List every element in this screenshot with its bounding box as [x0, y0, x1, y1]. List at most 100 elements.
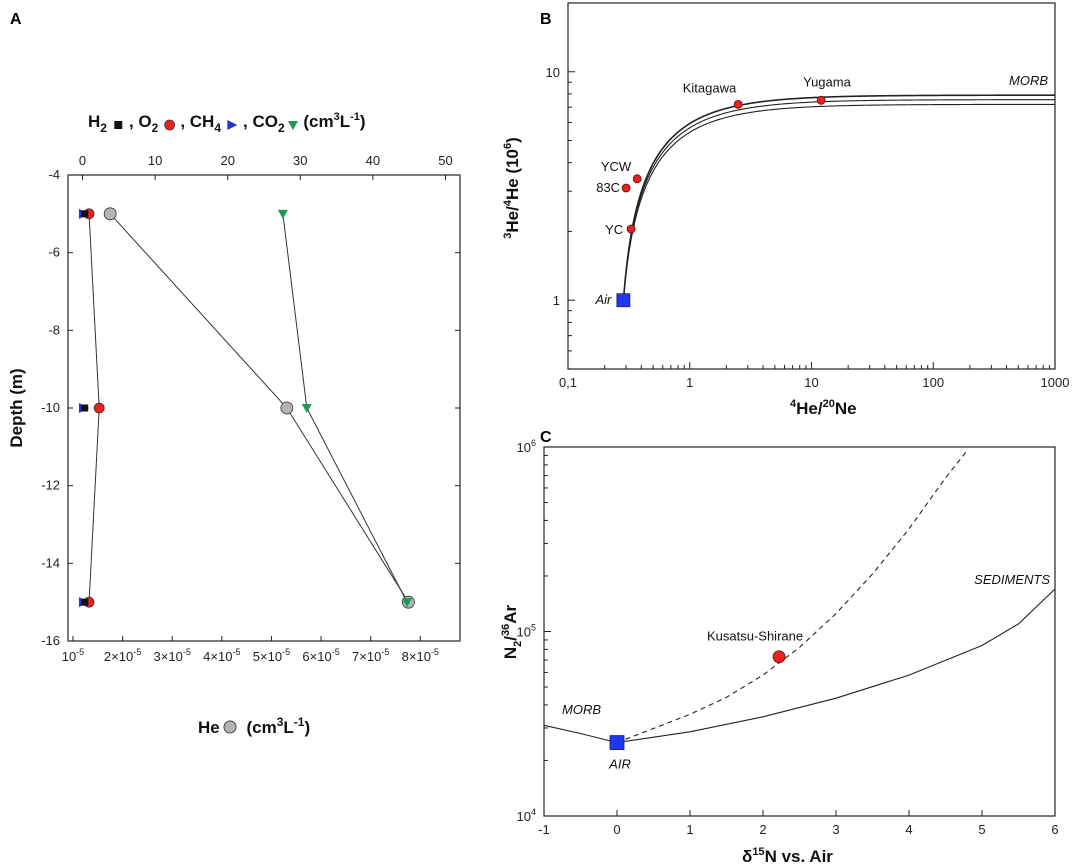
panel-a-top-tick-label: 0 — [79, 153, 86, 168]
panel-c-plot-frame — [543, 446, 1056, 817]
panel-a-plot-frame — [67, 174, 461, 642]
panel-c-x-tick-label: 1 — [686, 822, 693, 837]
panel-letter-b: B — [540, 11, 552, 28]
panel-a-top-label-sup-3: 3 — [334, 111, 340, 123]
panel-a-top-ticks: 0 10 20 30 40 50 — [79, 153, 453, 180]
panel-b-x-tick-label: 100 — [922, 375, 944, 390]
panel-b-morb-label: MORB — [1009, 73, 1048, 88]
panel-c-y-tick-label-exp: 4 — [531, 807, 536, 817]
panel-a-point-o2 — [93, 402, 105, 414]
panel-a-top-marker-h2 — [114, 121, 123, 129]
panel-b-chart: 0,1 1 10 100 1000 1 10 Air Kitagawa Yugama YCW 83C… — [502, 2, 1070, 418]
panel-a-top-tick-label: 40 — [366, 153, 380, 168]
panel-a-bottom-label-he: He — [198, 718, 220, 737]
panel-b-ylabel-close: ) — [503, 137, 522, 143]
panel-b-air-marker — [616, 293, 631, 308]
panel-c-xlabel-n-vs-air: N vs. Air — [765, 847, 834, 866]
panel-b-mixing-curve — [622, 94, 1056, 301]
panel-b-ylabel-sup-4: 4 — [502, 199, 514, 206]
panel-c-x-tick-label: 5 — [978, 822, 985, 837]
panel-a-bottom-ticks: 10-5 2×10-5 3×10-5 4×10-5 5×10-5 6×10-5 7×10-5… — [62, 636, 439, 664]
panel-a-bottom-label-close: ) — [304, 718, 310, 737]
panel-a-top-label-h: H — [88, 112, 100, 131]
panel-a-point-h2 — [81, 210, 89, 218]
panel-b-x-axis-label: 4He/20Ne — [790, 398, 857, 418]
panel-a-y-tick-label: -8 — [48, 322, 60, 337]
panel-c-point-kusatsu-shirane — [772, 650, 786, 664]
panel-b-plot-frame — [567, 2, 1056, 370]
panel-c-y-tick-label-base: 10 — [517, 809, 531, 824]
panel-b-y-axis-label: 3He/4He (106) — [502, 137, 522, 239]
panel-c-x-tick-label: -1 — [538, 822, 550, 837]
panel-b-x-tick-label: 10 — [804, 375, 818, 390]
panel-c-y-tick-label: 106 — [517, 438, 536, 455]
panel-a-y-tick-label: -14 — [41, 555, 60, 570]
panel-c-x-tick-label: 4 — [905, 822, 912, 837]
panel-a-bottom-label-sup-neg1: -1 — [294, 715, 305, 729]
panel-letter-a: A — [10, 11, 22, 28]
panel-b-ticks: 0,1 1 10 100 1000 1 10 — [546, 2, 1070, 390]
panel-b-point-label-kitagawa: Kitagawa — [683, 80, 737, 95]
panel-a-y-tick-label: -16 — [41, 633, 60, 648]
panel-letter-c: C — [540, 429, 552, 446]
panel-c-ylabel-ar: Ar — [501, 604, 520, 623]
panel-b-mixing-curve — [622, 99, 1055, 301]
panel-c-y-tick-label-base: 10 — [517, 625, 531, 640]
panel-c-points: AIR Kusatsu-Shirane — [608, 629, 803, 772]
panel-b-y-tick-label: 1 — [553, 293, 560, 308]
panel-c-y-tick-label-exp: 5 — [531, 623, 536, 633]
panel-c-ylabel-sup-36: 36 — [500, 624, 512, 636]
panel-a-bottom-tick-label-base: 4×10 — [203, 649, 232, 664]
panel-a-bottom-tick-label-exp: -5 — [431, 647, 439, 657]
panel-c-y-tick-label: 105 — [517, 623, 536, 640]
panel-c-x-tick-label: 6 — [1051, 822, 1058, 837]
panel-a-top-label-sub-2c: 2 — [278, 121, 285, 135]
panel-c-x-tick-label: 0 — [613, 822, 620, 837]
panel-c-mixing-dashed-curve — [616, 449, 968, 744]
panel-b-ylabel-he-10: He (10 — [503, 149, 522, 200]
panel-a-y-tick-label: -10 — [41, 400, 60, 415]
panel-b-ylabel-sup-3: 3 — [502, 233, 514, 239]
panel-a-point-co2 — [301, 404, 312, 413]
panel-c-sediments-label: SEDIMENTS — [974, 572, 1050, 587]
panel-b-point-label-83c: 83C — [596, 180, 620, 195]
panel-c-x-tick-label: 2 — [759, 822, 766, 837]
panel-b-x-tick-label: 1000 — [1041, 375, 1070, 390]
panel-b-point-label-ycw: YCW — [601, 159, 632, 174]
panel-a-top-axis-label: H2, O2, CH4, CO2 (cm3L-1) — [88, 111, 366, 135]
panel-b-point-label-yugama: Yugama — [803, 74, 851, 89]
panel-a-top-label-close: ) — [360, 112, 366, 131]
panel-a-bottom-tick-label-base: 3×10 — [154, 649, 183, 664]
panel-a-bottom-label-unit: (cm — [242, 718, 277, 737]
panel-c-y-tick-label-base: 10 — [517, 440, 531, 455]
panel-a-bottom-tick-label-exp: -5 — [133, 647, 141, 657]
panel-a-bottom-tick-label-base: 5×10 — [253, 649, 282, 664]
panel-a-top-tick-label: 50 — [438, 153, 452, 168]
panel-a-bottom-label-l: L — [283, 718, 293, 737]
panel-a-bottom-tick-label-base: 6×10 — [302, 649, 331, 664]
panel-a-top-label-sub-2b: 2 — [152, 121, 159, 135]
panel-a-point-h2 — [81, 404, 89, 412]
panel-c-y-tick-label-exp: 6 — [531, 438, 536, 448]
panel-a-bottom-label-sup-3: 3 — [277, 715, 284, 729]
panel-a-y-tick-label: -12 — [41, 478, 60, 493]
panel-a-bottom-tick-label: 3×10-5 — [154, 647, 191, 664]
panel-a-top-marker-o2 — [164, 119, 176, 131]
panel-a-bottom-tick-label: 2×10-5 — [104, 647, 141, 664]
panel-a-bottom-axis-label: He (cm3L-1) — [198, 715, 310, 737]
panel-a-y-tick-label: -6 — [48, 245, 60, 260]
panel-b-points: Air Kitagawa Yugama YCW 83C YC — [594, 74, 851, 307]
panel-b-ylabel-he: He/ — [503, 206, 522, 233]
panel-a-he-legend-marker — [223, 720, 237, 734]
panel-a-top-label-unit: (cm — [299, 112, 334, 131]
panel-a-bottom-tick-label: 5×10-5 — [253, 647, 290, 664]
panel-a-y-axis-label: Depth (m) — [7, 368, 26, 447]
panel-c-y-axis-label: N2/36Ar — [500, 604, 524, 659]
panel-c-xlabel-delta: δ — [742, 847, 752, 866]
panel-a-bottom-tick-label-base: 7×10 — [352, 649, 381, 664]
panel-b-point-kitagawa — [733, 99, 743, 109]
panel-a-top-label-l: L — [340, 112, 350, 131]
